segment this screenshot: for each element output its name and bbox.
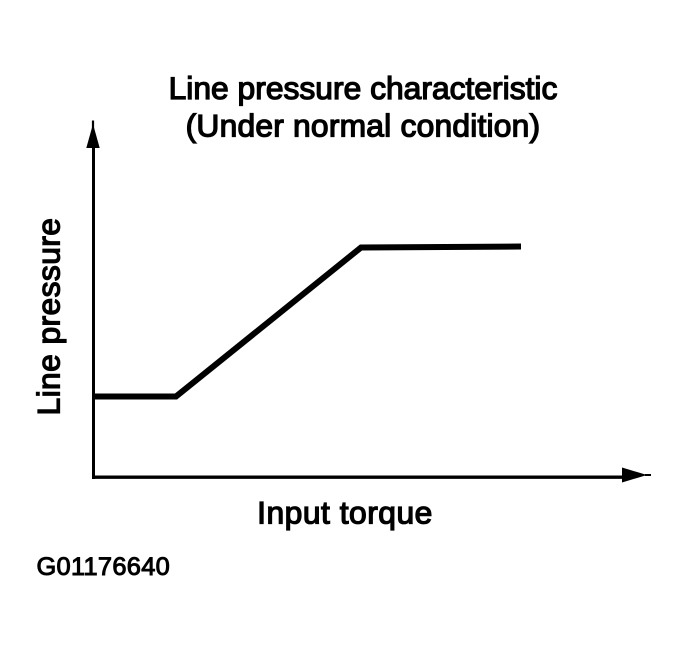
svg-text:Line pressure: Line pressure	[31, 218, 67, 416]
svg-text:Input torque: Input torque	[257, 495, 433, 531]
svg-text:G01176640: G01176640	[37, 553, 171, 581]
svg-text:(Under normal condition): (Under normal condition)	[186, 108, 541, 144]
svg-text:Line pressure characteristic: Line pressure characteristic	[169, 70, 558, 106]
